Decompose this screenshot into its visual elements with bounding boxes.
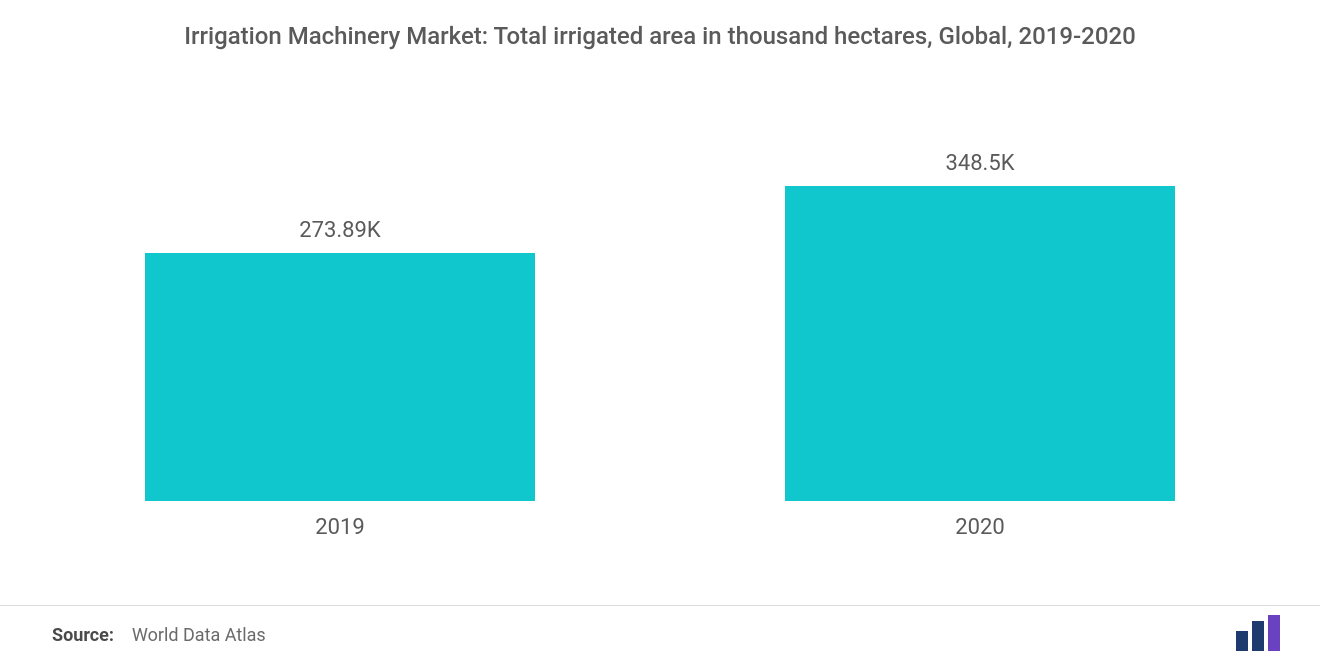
footer: Source: World Data Atlas (0, 605, 1320, 665)
bar-2019 (145, 253, 535, 501)
bar-category-label: 2019 (315, 515, 364, 540)
bar-category-label: 2020 (955, 515, 1004, 540)
bar-group-2019: 273.89K 2019 (145, 218, 535, 540)
bar-value-label: 273.89K (299, 218, 380, 243)
source-value: World Data Atlas (132, 625, 266, 646)
chart-plot-area: 273.89K 2019 348.5K 2020 (0, 120, 1320, 540)
chart-title: Irrigation Machinery Market: Total irrig… (0, 22, 1320, 50)
bar-2020 (785, 186, 1175, 501)
bar-group-2020: 348.5K 2020 (785, 151, 1175, 540)
source-label: Source: (52, 625, 114, 646)
brand-logo-icon (1234, 615, 1290, 651)
bar-value-label: 348.5K (945, 151, 1014, 176)
